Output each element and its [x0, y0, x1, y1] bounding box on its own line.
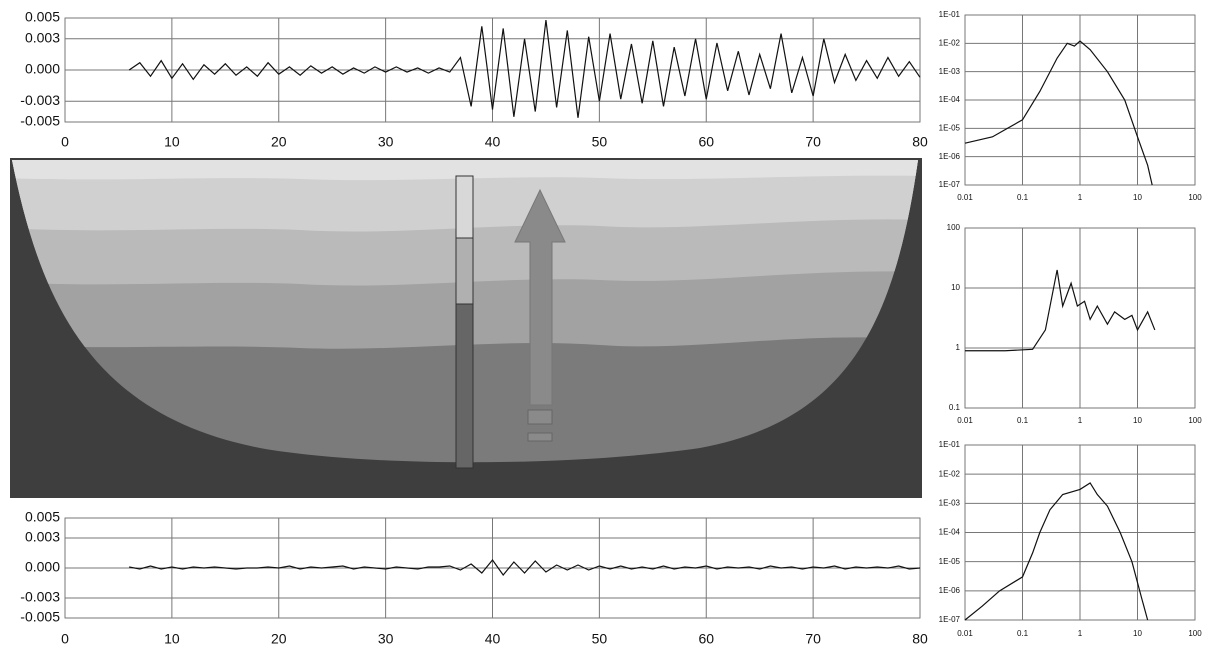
x-tick-label: 0.1 [1017, 629, 1029, 638]
y-tick-label: 1E-03 [939, 498, 961, 507]
y-tick-label: 0.000 [25, 559, 60, 575]
x-tick-label: 0 [61, 631, 69, 647]
x-tick-label: 40 [485, 134, 501, 150]
y-tick-label: -0.003 [20, 92, 60, 108]
x-tick-label: 50 [592, 134, 608, 150]
data-line [128, 20, 921, 118]
x-tick-label: 100 [1188, 193, 1202, 202]
y-tick-label: 1E-04 [939, 95, 961, 104]
y-tick-label: 1E-05 [939, 557, 961, 566]
x-tick-label: 40 [485, 631, 501, 647]
data-line [965, 269, 1156, 352]
arrow [514, 188, 566, 406]
y-tick-label: 1E-04 [939, 528, 961, 537]
x-tick-label: 30 [378, 134, 394, 150]
y-tick-label: 1E-06 [939, 152, 961, 161]
column-segment [455, 303, 474, 469]
y-tick-label: 0.005 [25, 509, 60, 525]
x-tick-label: 1 [1078, 193, 1083, 202]
y-tick-label: 1E-05 [939, 123, 961, 132]
x-tick-label: 0.01 [957, 193, 973, 202]
y-tick-label: 10 [951, 283, 960, 292]
y-tick-label: 1E-02 [939, 469, 961, 478]
y-tick-label: -0.005 [20, 113, 60, 129]
x-tick-label: 70 [805, 631, 821, 647]
x-tick-label: 50 [592, 631, 608, 647]
x-tick-label: 60 [698, 631, 714, 647]
y-tick-label: 1E-01 [939, 440, 961, 449]
x-tick-label: 60 [698, 134, 714, 150]
y-tick-label: 0.005 [25, 9, 60, 25]
x-tick-label: 100 [1188, 629, 1202, 638]
column-segment [455, 237, 474, 305]
y-tick-label: 0.003 [25, 529, 60, 545]
y-tick-label: 1 [956, 343, 961, 352]
x-tick-label: 70 [805, 134, 821, 150]
x-tick-label: 80 [912, 134, 928, 150]
x-tick-label: 1 [1078, 629, 1083, 638]
arrow-segment [527, 432, 553, 442]
y-tick-label: 0.003 [25, 30, 60, 46]
x-tick-label: 10 [164, 631, 180, 647]
column-segment [455, 175, 474, 239]
x-tick-label: 0.01 [957, 416, 973, 425]
x-tick-label: 10 [164, 134, 180, 150]
y-tick-label: 0.1 [949, 403, 961, 412]
y-tick-label: 100 [947, 223, 961, 232]
y-tick-label: 1E-06 [939, 586, 961, 595]
y-tick-label: -0.005 [20, 609, 60, 625]
x-tick-label: 20 [271, 631, 287, 647]
x-tick-label: 100 [1188, 416, 1202, 425]
valley-diagram [10, 158, 922, 498]
soil-layer [12, 160, 918, 181]
data-line [964, 40, 1153, 186]
data-line [964, 482, 1149, 621]
y-tick-label: 1E-03 [939, 67, 961, 76]
y-tick-label: 1E-01 [939, 10, 961, 19]
x-tick-label: 80 [912, 631, 928, 647]
x-tick-label: 10 [1133, 629, 1142, 638]
x-tick-label: 20 [271, 134, 287, 150]
x-tick-label: 30 [378, 631, 394, 647]
x-tick-label: 0.1 [1017, 416, 1029, 425]
x-tick-label: 0.1 [1017, 193, 1029, 202]
y-tick-label: -0.003 [20, 589, 60, 605]
data-line [129, 559, 921, 576]
x-tick-label: 10 [1133, 416, 1142, 425]
y-tick-label: 1E-07 [939, 180, 961, 189]
soil-column [455, 175, 474, 469]
x-tick-label: 10 [1133, 193, 1142, 202]
arrow-segment [527, 409, 553, 425]
x-tick-label: 0.01 [957, 629, 973, 638]
x-tick-label: 0 [61, 134, 69, 150]
y-tick-label: 1E-02 [939, 38, 961, 47]
x-tick-label: 1 [1078, 416, 1083, 425]
y-tick-label: 1E-07 [939, 615, 961, 624]
y-tick-label: 0.000 [25, 61, 60, 77]
